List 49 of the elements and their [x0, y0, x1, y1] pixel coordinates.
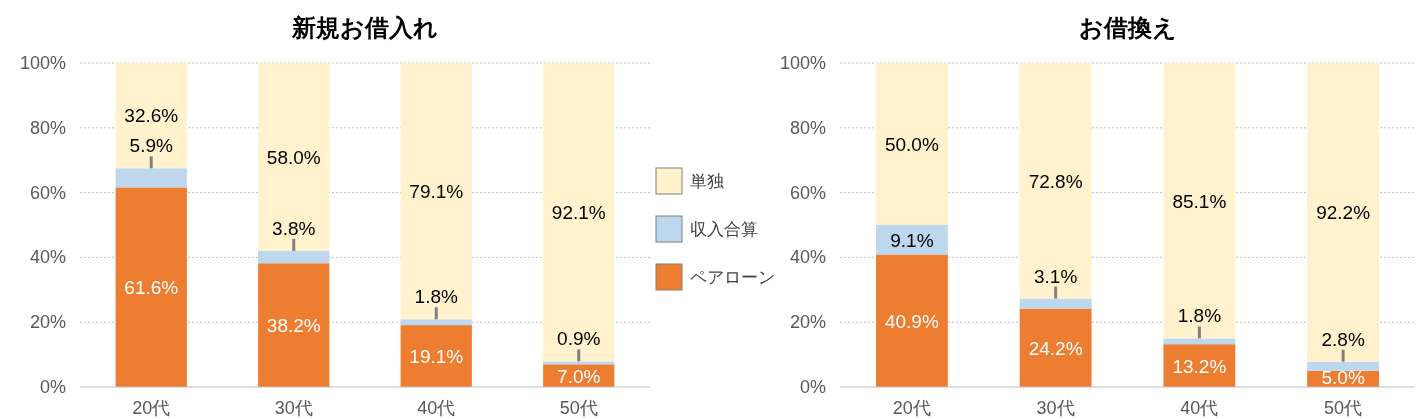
x-tick-label: 20代 [132, 398, 171, 418]
y-tick-label: 20% [789, 312, 826, 333]
data-label: 5.0% [1321, 367, 1365, 388]
chart-title: 新規お借入れ [291, 14, 438, 41]
data-label: 79.1% [409, 181, 464, 203]
data-label: 32.6% [124, 105, 179, 127]
data-label: 1.8% [1177, 305, 1222, 327]
data-label: 0.9% [557, 328, 601, 350]
data-label: 19.1% [409, 346, 464, 368]
data-label: 13.2% [1172, 355, 1227, 377]
x-tick-label: 50代 [559, 398, 598, 418]
x-tick-label: 30代 [1036, 398, 1075, 418]
data-label: 5.9% [129, 135, 174, 157]
legend-label: 収入合算 [690, 220, 758, 239]
data-label: 1.8% [414, 286, 459, 308]
data-label: 3.8% [272, 217, 316, 239]
legend-label: ペアローン [690, 268, 775, 287]
data-label: 61.6% [124, 277, 179, 299]
data-label: 92.2% [1316, 202, 1371, 224]
x-tick-label: 30代 [274, 398, 313, 418]
y-tick-label: 100% [779, 53, 826, 73]
data-label: 72.8% [1028, 170, 1083, 192]
y-tick-label: 20% [29, 312, 66, 333]
y-tick-label: 80% [29, 117, 66, 138]
data-label: 58.0% [266, 146, 321, 168]
legend-label: 単独 [690, 172, 724, 191]
y-tick-label: 60% [29, 182, 66, 203]
data-label: 2.8% [1321, 328, 1365, 350]
chart-title: お借換え [1078, 14, 1177, 41]
data-label: 85.1% [1172, 190, 1227, 212]
y-tick-label: 60% [789, 182, 826, 203]
x-tick-label: 40代 [1180, 398, 1219, 418]
data-label: 92.1% [551, 202, 606, 224]
y-tick-label: 80% [789, 117, 826, 138]
x-tick-label: 20代 [892, 398, 931, 418]
data-label: 40.9% [884, 310, 939, 332]
data-label: 50.0% [884, 134, 939, 155]
x-tick-label: 50代 [1324, 398, 1363, 418]
y-tick-label: 40% [29, 247, 66, 268]
y-tick-label: 40% [789, 247, 826, 268]
data-label: 9.1% [890, 229, 934, 251]
y-tick-label: 0% [799, 377, 826, 397]
y-tick-label: 0% [39, 377, 66, 397]
data-label: 38.2% [266, 315, 321, 337]
data-label: 7.0% [557, 365, 601, 387]
x-tick-label: 40代 [417, 398, 456, 418]
y-tick-label: 100% [19, 53, 66, 73]
data-label: 3.1% [1033, 265, 1078, 287]
data-label: 24.2% [1028, 337, 1083, 359]
